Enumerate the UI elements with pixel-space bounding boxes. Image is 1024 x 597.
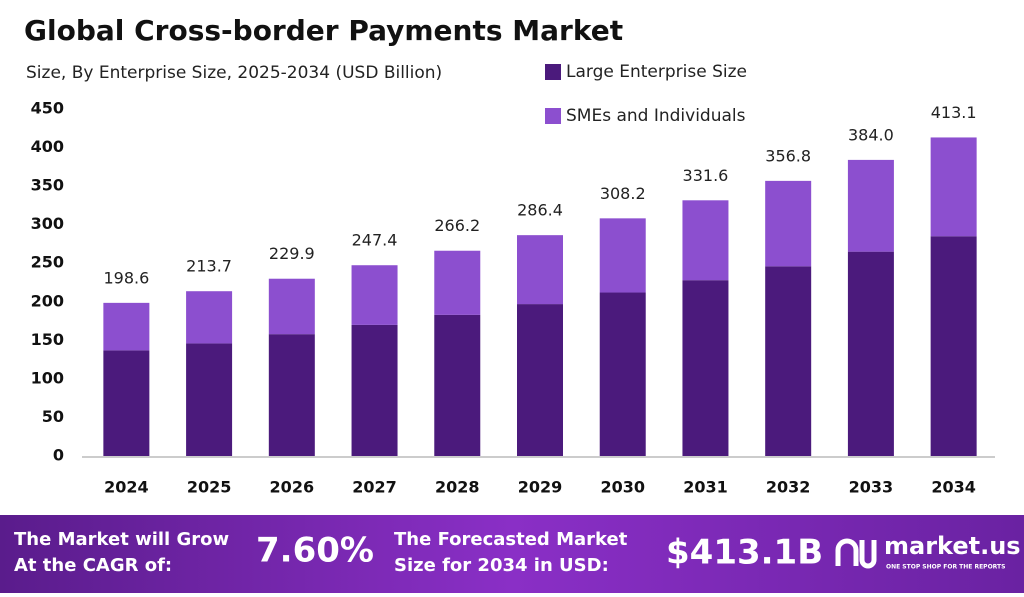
y-tick-label: 150 [31,330,64,349]
bar-segment [930,236,977,456]
total-label: 266.2 [434,216,480,235]
x-tick-label: 2030 [600,478,645,497]
x-tick-label: 2033 [849,478,894,497]
total-label: 384.0 [848,125,894,144]
bar-segment [682,200,729,281]
cagr-text: The Market will Grow [14,529,229,550]
brand-logo [835,538,877,569]
bar-segment [434,314,481,456]
legend-label: Large Enterprise Size [566,62,747,82]
bar-segment [351,265,398,325]
bar-segment [765,266,812,456]
bar-segment [847,159,894,252]
total-label: 229.9 [269,244,315,263]
bar-segment [434,250,481,315]
bar-segment [351,324,398,456]
bar-segment [268,334,315,456]
total-label: 331.6 [683,166,729,185]
x-tick-label: 2032 [766,478,811,497]
legend-swatch [545,64,561,80]
bar-segment [103,350,150,456]
bar-segment [765,180,812,267]
forecast-text: The Forecasted Market [394,529,628,550]
x-tick-label: 2027 [352,478,397,497]
y-tick-label: 50 [42,407,64,426]
total-label: 286.4 [517,201,563,220]
bar-segment [847,251,894,456]
x-tick-label: 2025 [187,478,232,497]
y-tick-label: 0 [53,446,64,465]
cagr-value: 7.60% [256,531,374,571]
bar-segment [599,218,646,293]
x-tick-label: 2029 [518,478,563,497]
bar-segment [517,235,563,305]
x-tick-label: 2024 [104,478,149,497]
forecast-value: $413.1B [666,533,823,573]
total-label: 356.8 [765,146,811,165]
bar-segment [682,280,729,456]
y-tick-label: 450 [31,99,64,118]
y-tick-label: 100 [31,368,64,387]
bar-segment [103,302,150,351]
x-tick-label: 2026 [270,478,315,497]
forecast-text: Size for 2034 in USD: [394,555,609,576]
chart-title: Global Cross-border Payments Market [24,14,623,47]
y-tick-label: 350 [31,176,64,195]
total-label: 198.6 [103,268,149,287]
total-label: 413.1 [931,103,977,122]
y-tick-label: 300 [31,214,64,233]
banner [0,515,1024,593]
bar-segment [517,304,563,456]
legend-label: SMEs and Individuals [566,106,746,126]
x-tick-label: 2031 [683,478,728,497]
tagline: ONE STOP SHOP FOR THE REPORTS [886,564,1005,571]
y-tick-label: 400 [31,137,64,156]
x-tick-label: 2028 [435,478,480,497]
brand: market.us [884,532,1021,560]
chart-subtitle: Size, By Enterprise Size, 2025-2034 (USD… [26,63,442,83]
y-tick-label: 250 [31,253,64,272]
bar-segment [930,137,977,237]
bar-segment [268,278,315,335]
total-label: 213.7 [186,257,232,276]
legend-swatch [545,108,561,124]
cagr-text: At the CAGR of: [14,555,172,576]
bar-segment [186,291,233,344]
total-label: 308.2 [600,184,646,203]
bar-segment [599,292,646,456]
x-tick-label: 2034 [931,478,976,497]
total-label: 247.4 [352,231,398,250]
bar-segment [186,343,233,456]
y-tick-label: 200 [31,291,64,310]
